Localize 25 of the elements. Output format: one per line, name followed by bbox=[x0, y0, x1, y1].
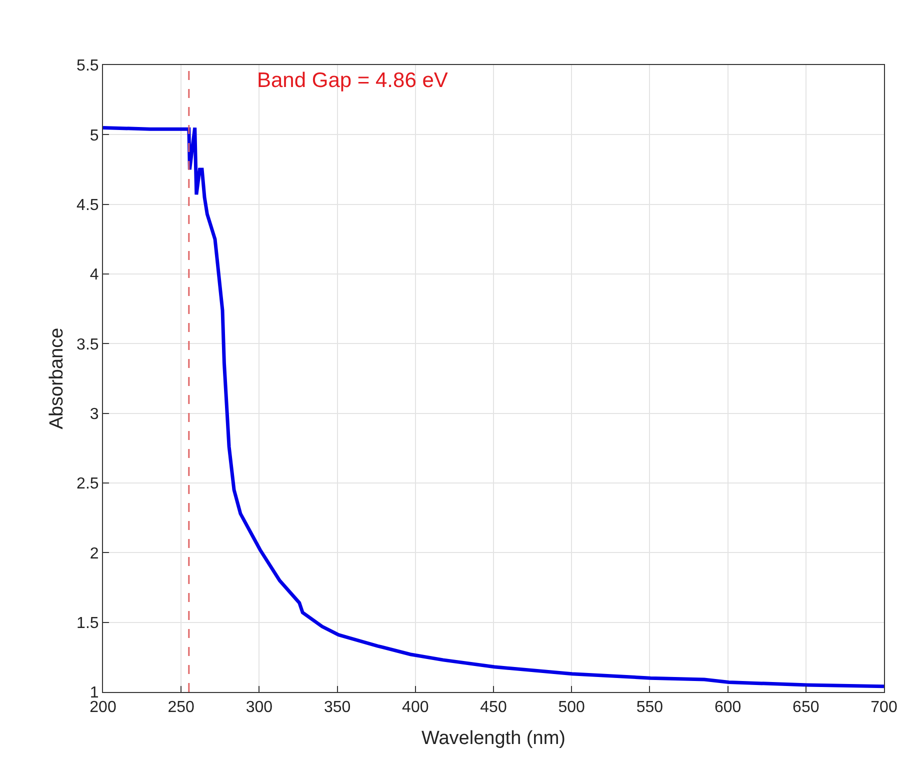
x-tick-label: 600 bbox=[714, 699, 742, 716]
y-tick-label: 2 bbox=[90, 545, 99, 562]
y-tick-label: 5.5 bbox=[76, 58, 99, 75]
x-tick-label: 450 bbox=[480, 699, 507, 716]
x-tick-label: 550 bbox=[636, 699, 664, 716]
x-tick-label: 400 bbox=[402, 699, 429, 716]
y-tick-label: 1 bbox=[90, 684, 99, 702]
x-tick-label: 250 bbox=[168, 699, 195, 716]
y-tick-label: 1.5 bbox=[76, 614, 99, 632]
x-tick-label: 350 bbox=[324, 699, 351, 716]
y-tick-label: 5 bbox=[90, 127, 99, 144]
y-tick-label: 4.5 bbox=[76, 196, 99, 214]
x-tick-label: 200 bbox=[90, 699, 116, 716]
line-series bbox=[103, 126, 884, 688]
x-tick-label: 700 bbox=[870, 699, 898, 716]
y-axis-title: Absorbance bbox=[46, 328, 68, 430]
y-tick-label: 2.5 bbox=[76, 476, 99, 493]
x-tick-label: 500 bbox=[558, 699, 586, 716]
annotation: Band Gap = 4.86 eV bbox=[257, 69, 448, 92]
y-tick-label: 3.5 bbox=[76, 336, 99, 354]
y-tick-label: 4 bbox=[90, 266, 99, 284]
y-tick-label: 3 bbox=[90, 406, 99, 423]
x-axis-title: Wavelength (nm) bbox=[422, 728, 566, 749]
x-tick-label: 300 bbox=[246, 699, 273, 716]
x-tick-label: 650 bbox=[792, 699, 820, 716]
